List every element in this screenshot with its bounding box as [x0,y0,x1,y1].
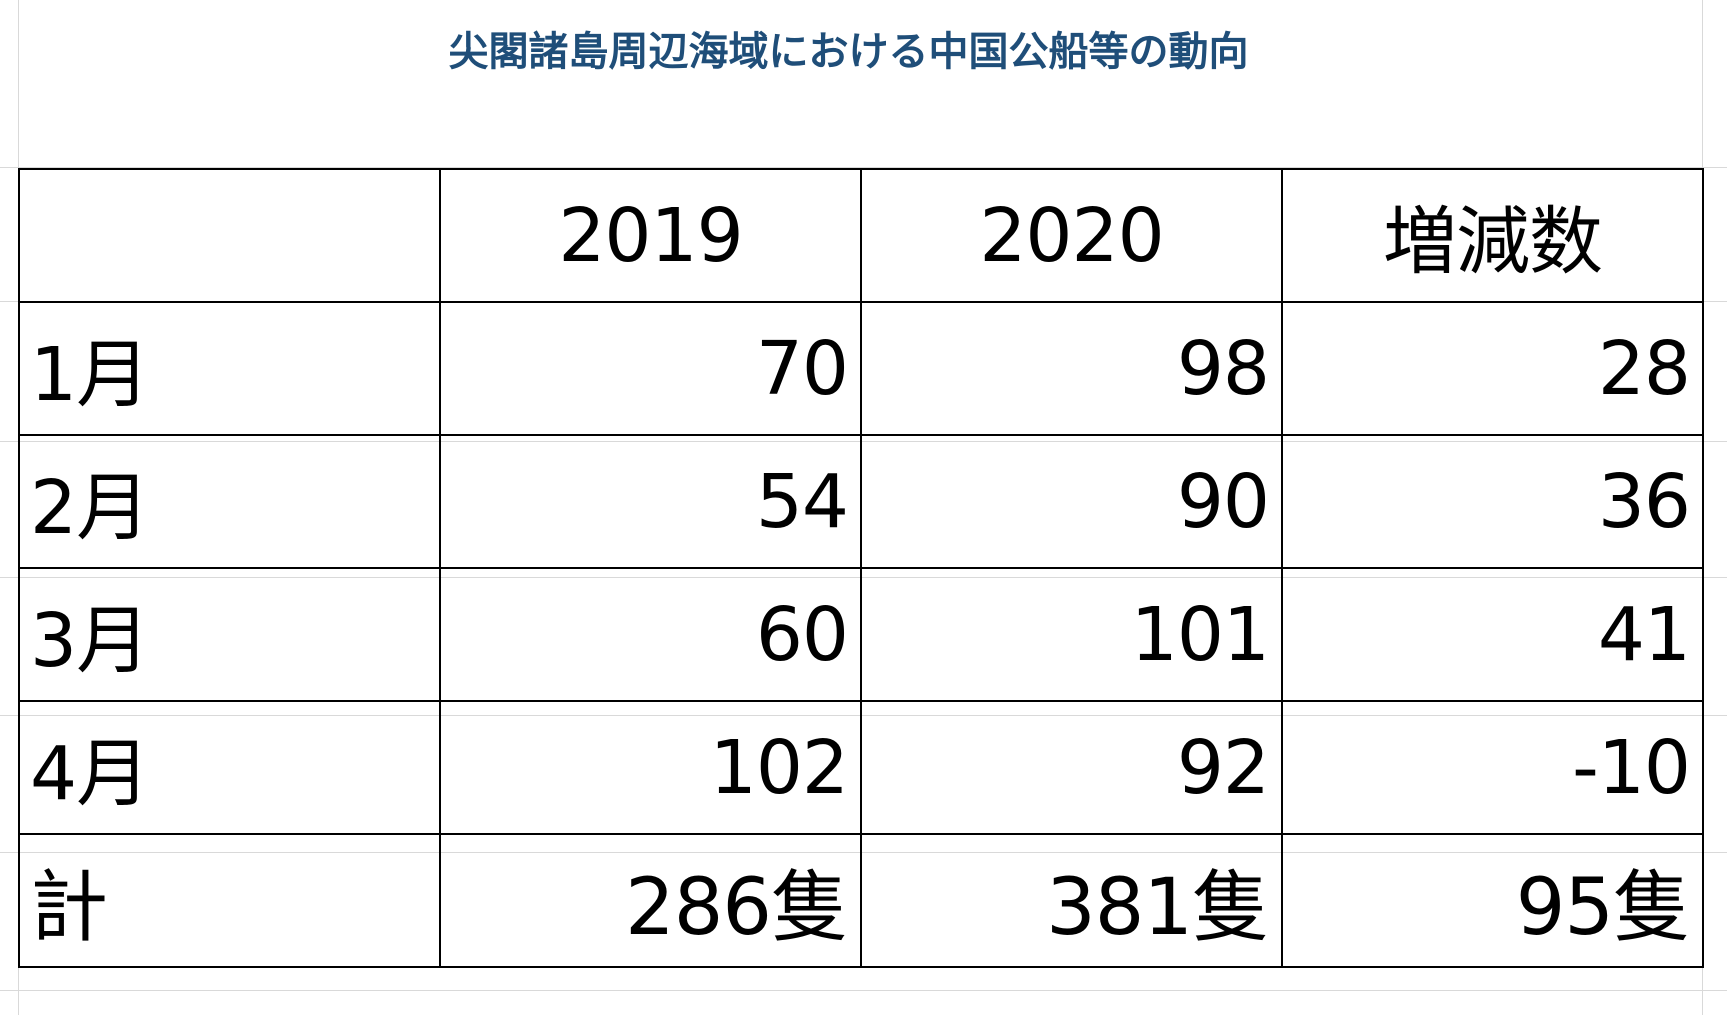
data-table: 2019 2020 増減数 1月 70 98 28 2月 54 90 36 3月… [18,168,1704,968]
total-2020-cell[interactable]: 381隻 [860,833,1283,968]
table-row: 2月 54 90 36 [18,434,1704,569]
row-label-cell[interactable]: 1月 [18,301,441,436]
value-2020-cell[interactable]: 92 [860,700,1283,835]
value-2020-cell[interactable]: 90 [860,434,1283,569]
header-cell-2019[interactable]: 2019 [439,168,862,303]
change-cell[interactable]: 28 [1281,301,1704,436]
change-cell[interactable]: -10 [1281,700,1704,835]
row-label-cell[interactable]: 3月 [18,567,441,702]
value-2019-cell[interactable]: 102 [439,700,862,835]
change-cell[interactable]: 36 [1281,434,1704,569]
value-2020-cell[interactable]: 98 [860,301,1283,436]
total-row: 計 286隻 381隻 95隻 [18,833,1704,968]
total-2019-cell[interactable]: 286隻 [439,833,862,968]
row-label-cell[interactable]: 4月 [18,700,441,835]
total-change-cell[interactable]: 95隻 [1281,833,1704,968]
change-cell[interactable]: 41 [1281,567,1704,702]
table-row: 1月 70 98 28 [18,301,1704,436]
value-2019-cell[interactable]: 70 [439,301,862,436]
value-2019-cell[interactable]: 54 [439,434,862,569]
value-2020-cell[interactable]: 101 [860,567,1283,702]
table-row: 3月 60 101 41 [18,567,1704,702]
table-row: 4月 102 92 -10 [18,700,1704,835]
header-row: 2019 2020 増減数 [18,168,1704,303]
value-2019-cell[interactable]: 60 [439,567,862,702]
header-cell-empty[interactable] [18,168,441,303]
header-cell-2020[interactable]: 2020 [860,168,1283,303]
row-label-cell[interactable]: 2月 [18,434,441,569]
total-label-cell[interactable]: 計 [18,833,441,968]
header-cell-change[interactable]: 増減数 [1281,168,1704,303]
page-title: 尖閣諸島周辺海域における中国公船等の動向 [448,29,1249,75]
